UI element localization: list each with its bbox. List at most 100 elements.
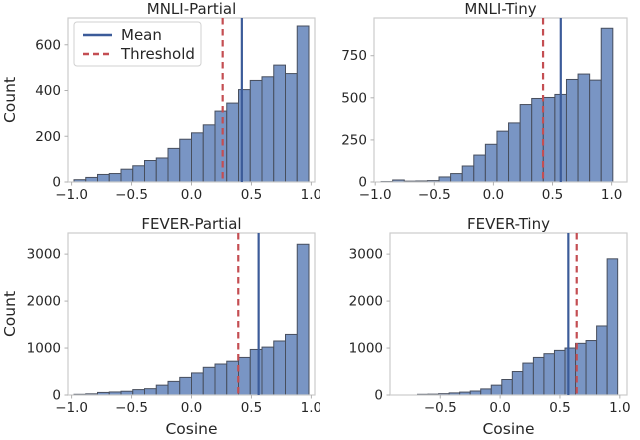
- histogram-bar: [108, 173, 122, 183]
- y-tick-label: 200: [35, 129, 61, 145]
- histogram-bar: [577, 73, 591, 183]
- histogram-bar: [480, 388, 492, 396]
- histogram-bar: [202, 124, 216, 183]
- x-tick-label: 0.0: [181, 187, 202, 203]
- histogram-bar: [522, 362, 534, 396]
- histogram-bar: [438, 176, 452, 183]
- subplot-mnli-partial: −1.0 −0.5 0.0 0.5 1.0 0 200 400 600 Count Mean Thre…: [0, 0, 320, 220]
- x-tick-label: 0.5: [241, 400, 262, 416]
- histogram-bar: [155, 384, 169, 396]
- histogram-bar: [511, 371, 524, 396]
- histogram-bar: [238, 356, 251, 396]
- y-tick-label: 750: [341, 48, 367, 64]
- histogram-mnli-tiny: −1.0 −0.5 0.0 0.5 1.0 0 250 500 750: [341, 17, 628, 203]
- x-tick-label: 1.0: [601, 187, 622, 203]
- y-tick-label: 0: [358, 175, 367, 191]
- chart-title: MNLI-Partial: [146, 0, 237, 18]
- histogram-bar: [564, 347, 577, 396]
- histogram-bar: [553, 349, 566, 396]
- x-tick-label: 1.0: [301, 400, 320, 416]
- histogram-bar: [296, 243, 310, 396]
- y-tick-label: 500: [341, 90, 367, 106]
- x-tick-label: −0.5: [115, 187, 148, 203]
- histogram-bar: [226, 102, 239, 183]
- histogram-bar: [450, 173, 463, 183]
- histogram-bar: [179, 138, 192, 183]
- y-tick-label: 0: [52, 175, 61, 191]
- histogram-bar: [273, 340, 286, 396]
- histogram-bar: [508, 122, 521, 183]
- y-tick-label: 0: [374, 388, 383, 404]
- x-tick-label: −0.5: [418, 187, 451, 203]
- subplot-mnli-tiny: −1.0 −0.5 0.0 0.5 1.0 0 250 500 750: [320, 0, 640, 220]
- x-tick-label: −1.0: [359, 187, 392, 203]
- axis-frame: [373, 17, 628, 183]
- x-tick-label: 0.0: [181, 400, 202, 416]
- histogram-bar: [132, 165, 145, 183]
- x-tick-label: −1.0: [55, 187, 88, 203]
- histogram-bar: [531, 97, 544, 183]
- x-tick-label: 0.5: [549, 400, 570, 416]
- histogram-bar: [461, 165, 475, 183]
- axis-frame: [389, 232, 628, 396]
- histogram-bar: [542, 96, 556, 183]
- histogram-bar: [179, 376, 192, 396]
- y-tick-label: 3000: [349, 247, 383, 263]
- histogram-bar: [132, 389, 145, 396]
- histogram-bar: [120, 168, 134, 183]
- subplot-fever-tiny: −0.5 0.0 0.5 1.0 0 1000 2000 3000 Cosine: [320, 220, 640, 440]
- y-tick-label: 1000: [27, 341, 61, 357]
- x-tick-label: −0.5: [115, 400, 148, 416]
- histogram-bar: [97, 173, 110, 183]
- x-tick-label: 0.0: [483, 187, 504, 203]
- histogram-bar: [261, 76, 275, 183]
- y-tick-label: 250: [341, 132, 367, 148]
- histogram-bar: [167, 147, 181, 183]
- histogram-bar: [249, 79, 263, 183]
- histogram-bar: [519, 104, 533, 183]
- x-tick-label: 1.0: [609, 400, 630, 416]
- y-tick-label: 400: [35, 83, 61, 99]
- histogram-bar: [532, 356, 545, 396]
- histogram-bar: [144, 160, 157, 183]
- histogram-bar: [249, 348, 263, 396]
- legend-label: Threshold: [120, 45, 195, 63]
- y-axis-label: Count: [1, 291, 19, 337]
- histogram-fever-partial: −1.0 −0.5 0.0 0.5 1.0 0 1000 2000 3000 Count Cosin…: [1, 232, 320, 438]
- histogram-bar: [484, 143, 498, 183]
- x-tick-label: 0.5: [542, 187, 563, 203]
- histogram-bar: [214, 110, 228, 183]
- y-tick-label: 600: [35, 37, 61, 53]
- histogram-bar: [144, 388, 157, 396]
- y-tick-label: 3000: [27, 247, 61, 263]
- histogram-bar: [606, 258, 619, 396]
- histogram-bar: [496, 130, 510, 183]
- subplot-fever-partial: −1.0 −0.5 0.0 0.5 1.0 0 1000 2000 3000 Count Cosin…: [0, 220, 320, 440]
- histogram-bar: [191, 372, 204, 396]
- y-tick-label: 2000: [27, 294, 61, 310]
- chart-title: FEVER-Partial: [141, 215, 242, 233]
- histogram-bar: [473, 154, 486, 183]
- x-tick-label: −1.0: [55, 400, 88, 416]
- histogram-bar: [285, 333, 298, 396]
- x-axis-label: Cosine: [165, 420, 217, 438]
- histogram-bar: [226, 360, 239, 396]
- histogram-bar: [501, 379, 513, 396]
- histogram-bar: [202, 366, 216, 396]
- y-tick-label: 2000: [349, 294, 383, 310]
- histogram-bar: [600, 27, 614, 183]
- histogram-bar: [585, 340, 598, 396]
- histogram-mnli-partial: −1.0 −0.5 0.0 0.5 1.0 0 200 400 600 Count MeanThre…: [1, 17, 320, 203]
- x-tick-label: 1.0: [301, 187, 320, 203]
- histogram-bar: [191, 132, 204, 183]
- x-tick-label: −0.5: [424, 400, 457, 416]
- histogram-bar: [155, 157, 169, 183]
- x-tick-label: 0.0: [489, 400, 510, 416]
- x-axis-label: Cosine: [482, 420, 534, 438]
- histogram-bar: [543, 353, 555, 396]
- legend-label: Mean: [121, 26, 162, 44]
- y-tick-label: 1000: [349, 341, 383, 357]
